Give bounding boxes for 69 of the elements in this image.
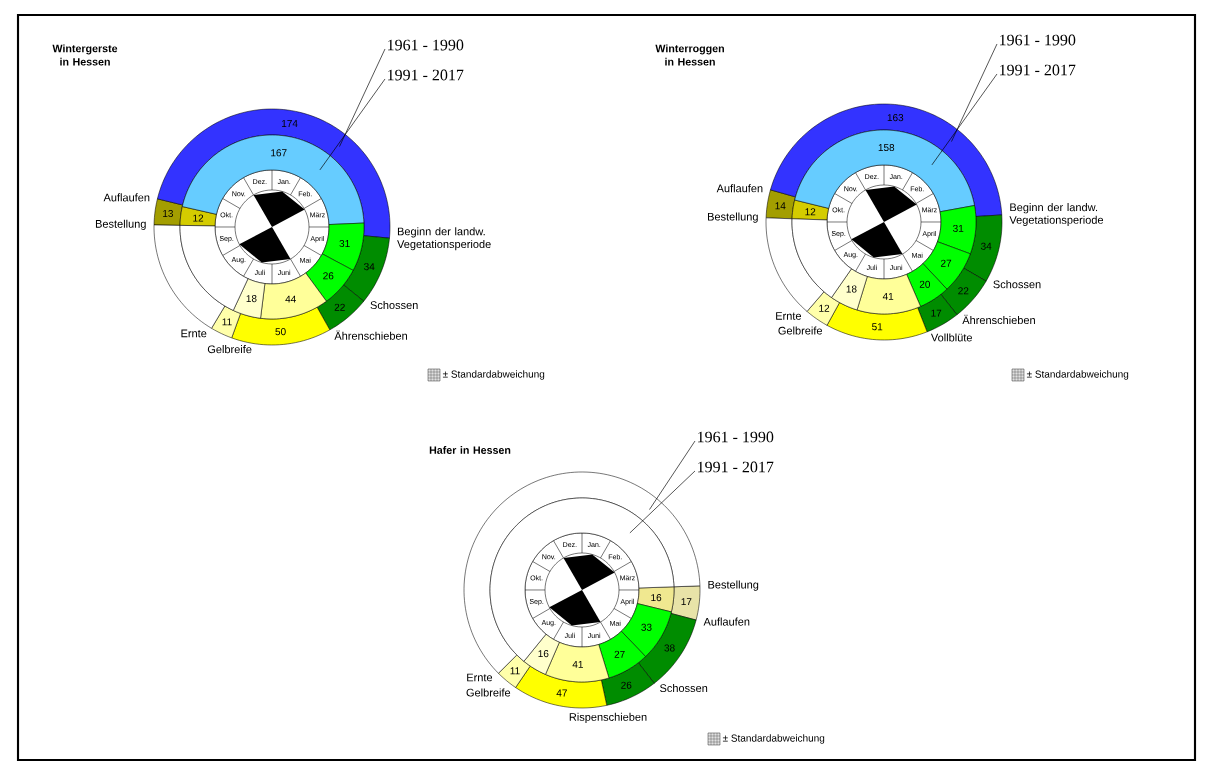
- data-label: 38: [664, 644, 675, 652]
- data-label: 22: [334, 303, 345, 311]
- data-label: 13: [163, 209, 174, 217]
- slice-label: Bestellung: [708, 212, 758, 223]
- slice-label: Vollblüte: [930, 333, 972, 342]
- data-label: 11: [222, 318, 232, 326]
- slice-label: Schossen: [660, 683, 708, 693]
- data-label: 22: [958, 287, 969, 295]
- data-label: 26: [621, 681, 632, 689]
- data-label: 44: [285, 295, 296, 303]
- slice-label: 1991 - 2017: [388, 69, 464, 81]
- text: ± Standardabweichung: [1026, 370, 1129, 380]
- data-label: 50: [275, 328, 286, 336]
- slice-label: Ernte: [181, 329, 207, 338]
- slice-label: Beginn der landw. Vegetationsperiode: [1009, 203, 1104, 227]
- data-label: 12: [819, 304, 830, 312]
- slice-label: Ährenschieben: [334, 330, 407, 340]
- data-label: 51: [872, 323, 883, 331]
- slice-label: 1991 - 2017: [1000, 64, 1076, 76]
- slice-label: Auflaufen: [716, 184, 763, 193]
- data-label: 14: [775, 202, 786, 210]
- slice-label: Gelbreife: [778, 326, 823, 335]
- data-label: 12: [805, 208, 816, 216]
- slice-label: Schossen: [370, 300, 418, 310]
- slice-label: Schossen: [993, 280, 1041, 289]
- slice-label: 1961 - 1990: [698, 431, 774, 443]
- data-label: 34: [364, 263, 375, 271]
- data-label: 167: [271, 149, 287, 157]
- slice-label: Gelbreife: [207, 345, 252, 354]
- text: Wintergerste in Hessen: [52, 44, 118, 66]
- text: ± Standardabweichung: [442, 370, 545, 380]
- slice-label: Ährenschieben: [962, 314, 1035, 325]
- data-label: 18: [246, 295, 257, 303]
- slice-label: Auflaufen: [703, 617, 750, 626]
- slice-label: Ernte: [467, 673, 493, 682]
- data-label: 26: [323, 272, 334, 280]
- data-label: 20: [919, 280, 931, 288]
- data-label: 12: [193, 214, 204, 222]
- slice-label: 1991 - 2017: [698, 461, 774, 473]
- data-label: 31: [953, 224, 964, 232]
- data-label: 16: [651, 594, 662, 602]
- data-label: 27: [614, 650, 625, 658]
- slice-label: Bestellung: [708, 580, 759, 591]
- data-label: 158: [878, 143, 895, 152]
- text: Winterroggen in Hessen: [655, 44, 724, 66]
- data-label: 27: [941, 259, 952, 267]
- data-label: 31: [339, 240, 350, 248]
- slice-label: 1961 - 1990: [388, 39, 464, 51]
- data-label: 33: [641, 623, 652, 631]
- data-label: 47: [556, 689, 567, 697]
- slice-label: Rispenschieben: [569, 712, 647, 724]
- data-label: 41: [572, 660, 583, 668]
- slice-label: Gelbreife: [466, 688, 511, 697]
- data-label: 41: [882, 292, 894, 300]
- data-label: 17: [931, 309, 942, 317]
- slice-label: Bestellung: [95, 219, 146, 230]
- data-label: 174: [281, 120, 298, 127]
- data-label: 11: [510, 667, 520, 675]
- data-label: 163: [887, 114, 904, 122]
- text: Hafer in Hessen: [429, 446, 511, 454]
- data-label: 34: [980, 242, 992, 250]
- slice-label: Auflaufen: [103, 193, 150, 202]
- data-label: 18: [846, 285, 857, 293]
- data-label: 16: [538, 650, 549, 658]
- slice-label: 1961 - 1990: [1000, 34, 1076, 46]
- text: ± Standardabweichung: [722, 734, 825, 744]
- slice-label: Ernte: [776, 312, 802, 320]
- slice-label: Beginn der landw. Vegetationsperiode: [397, 227, 491, 251]
- data-label: 17: [681, 598, 692, 606]
